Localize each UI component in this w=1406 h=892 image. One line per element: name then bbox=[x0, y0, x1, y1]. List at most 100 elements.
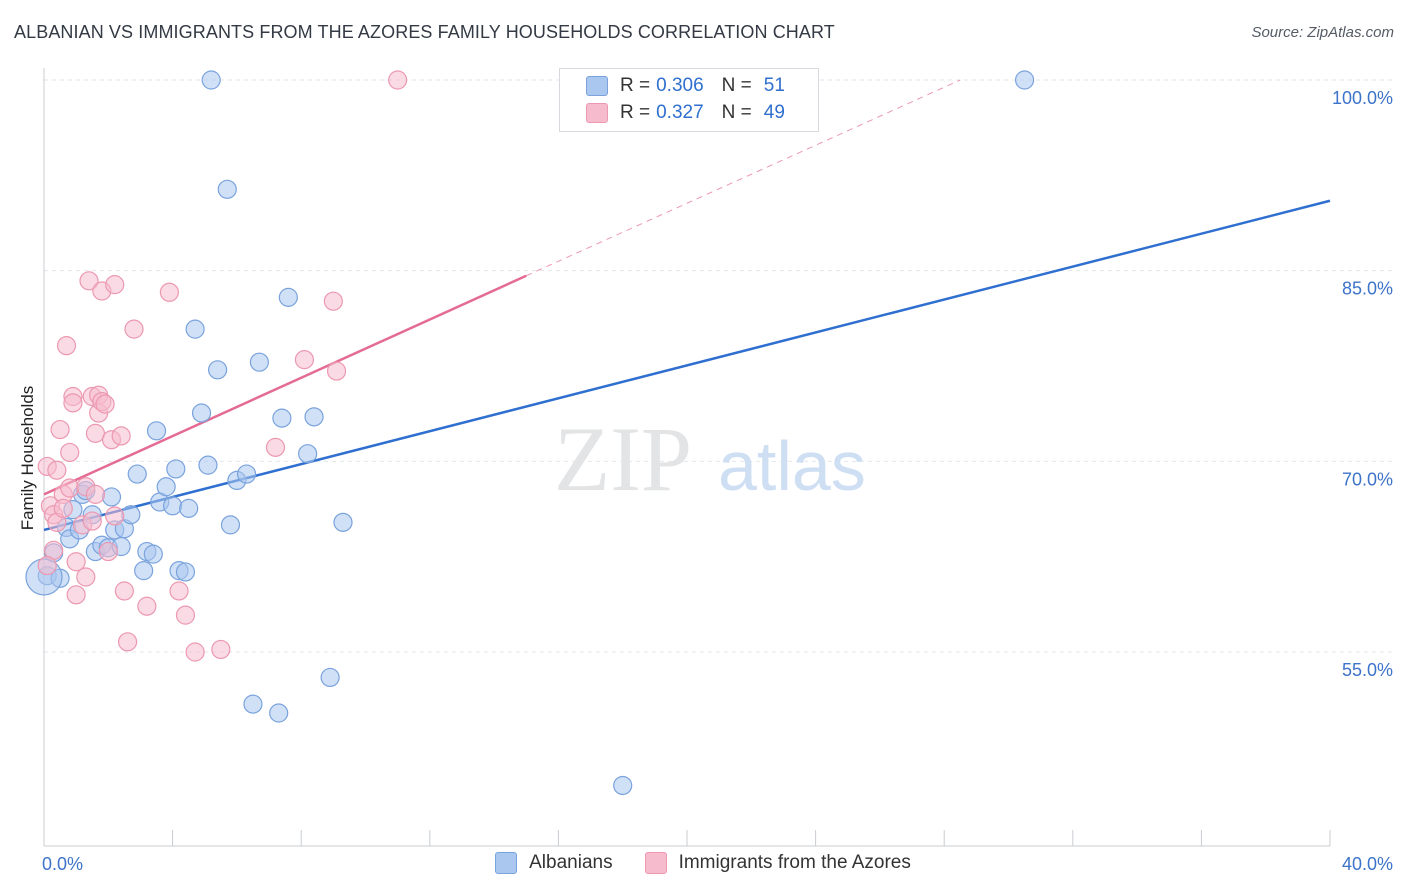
gridlines bbox=[44, 79, 1395, 653]
albanians-point bbox=[217, 179, 237, 199]
albanians-point bbox=[121, 505, 141, 525]
azores-point bbox=[323, 291, 343, 311]
albanians-point bbox=[127, 464, 147, 484]
azores-point bbox=[95, 394, 115, 414]
y-tick-label: 100.0% bbox=[1332, 88, 1393, 108]
azores-point bbox=[60, 478, 80, 498]
series-legend: Albanians Immigrants from the Azores bbox=[0, 852, 1406, 874]
azores-point bbox=[63, 393, 83, 413]
albanians-point bbox=[101, 487, 122, 507]
azores-point bbox=[98, 541, 118, 562]
correlation-legend: R = 0.306 N = 51 R = 0.327 N = 49 bbox=[559, 68, 819, 132]
series-label-azores: Immigrants from the Azores bbox=[678, 852, 911, 873]
azores-point bbox=[37, 555, 57, 576]
azores-point bbox=[56, 336, 77, 356]
azores-point bbox=[185, 642, 205, 662]
albanians-point bbox=[1014, 70, 1035, 90]
azores-point bbox=[47, 460, 67, 480]
azores-point bbox=[388, 70, 408, 90]
legend-row-azores: R = 0.327 N = 49 bbox=[586, 100, 785, 126]
legend-n-value: 51 bbox=[763, 75, 785, 96]
legend-swatch-pink bbox=[586, 103, 608, 123]
azores-point bbox=[175, 605, 196, 625]
azores-point bbox=[76, 567, 96, 587]
azores-point bbox=[53, 498, 73, 518]
albanians-point bbox=[185, 319, 205, 339]
series-legend-azores[interactable]: Immigrants from the Azores bbox=[644, 852, 911, 874]
azores-point bbox=[211, 639, 231, 660]
albanians-point bbox=[613, 775, 633, 796]
albanians-point bbox=[143, 544, 163, 564]
azores-trend-line bbox=[43, 274, 527, 496]
albanians-trend-line bbox=[43, 199, 1331, 532]
albanians-point bbox=[166, 459, 186, 479]
azores-point bbox=[79, 271, 99, 291]
albanians-point bbox=[191, 403, 212, 423]
albanians-point bbox=[220, 515, 241, 535]
source-credit: Source: ZipAtlas.com bbox=[1251, 24, 1394, 41]
legend-row-albanians: R = 0.306 N = 51 bbox=[586, 73, 785, 99]
albanians-point bbox=[272, 408, 292, 428]
azores-point bbox=[105, 506, 125, 526]
albanians-point bbox=[198, 455, 218, 475]
watermark: ZIP atlas bbox=[554, 408, 866, 510]
legend-r-value: 0.306 bbox=[656, 75, 704, 96]
legend-n-label: N = bbox=[721, 75, 752, 96]
albanians-point bbox=[304, 407, 324, 427]
legend-swatch-blue bbox=[586, 76, 608, 96]
albanians-point bbox=[134, 561, 154, 581]
axes bbox=[43, 68, 1331, 847]
legend-n-label: N = bbox=[721, 102, 752, 123]
y-tick-label: 70.0% bbox=[1342, 469, 1393, 489]
albanians-point bbox=[201, 70, 221, 90]
chart-title: ALBANIAN VS IMMIGRANTS FROM THE AZORES F… bbox=[14, 22, 835, 42]
azores-point bbox=[294, 350, 315, 370]
series-swatch-blue bbox=[495, 852, 518, 874]
albanians-point bbox=[278, 287, 298, 307]
azores-point bbox=[265, 437, 286, 457]
azores-point bbox=[117, 632, 138, 652]
azores-point bbox=[114, 581, 134, 601]
albanians-point bbox=[156, 477, 176, 497]
series-swatch-pink bbox=[644, 852, 667, 874]
azores-point bbox=[85, 423, 106, 443]
data-points bbox=[25, 70, 1035, 796]
azores-point bbox=[60, 442, 80, 463]
x-tick-label: 0.0% bbox=[42, 854, 83, 874]
y-tick-label: 85.0% bbox=[1342, 279, 1393, 299]
albanians-point bbox=[243, 694, 263, 714]
albanians-point bbox=[208, 360, 228, 380]
azores-point bbox=[124, 319, 144, 339]
albanians-point bbox=[333, 512, 353, 532]
azores-point bbox=[82, 511, 102, 531]
azores-point bbox=[111, 426, 131, 446]
series-legend-albanians[interactable]: Albanians bbox=[495, 852, 613, 874]
albanians-point bbox=[298, 444, 318, 464]
azores-point bbox=[137, 596, 157, 616]
legend-r-label: R = bbox=[620, 75, 651, 96]
azores-point bbox=[169, 581, 189, 601]
y-tick-label: 55.0% bbox=[1342, 660, 1393, 680]
azores-point bbox=[105, 275, 125, 295]
azores-trend-extension bbox=[526, 79, 961, 277]
azores-point bbox=[85, 484, 106, 504]
series-label-albanians: Albanians bbox=[529, 852, 613, 873]
azores-point bbox=[66, 585, 86, 605]
trend-lines bbox=[43, 79, 1331, 532]
azores-point bbox=[66, 552, 86, 572]
x-tick-label: 40.0% bbox=[1342, 854, 1393, 874]
legend-r-label: R = bbox=[620, 102, 651, 123]
albanians-point bbox=[269, 703, 289, 723]
azores-point bbox=[159, 282, 179, 302]
albanians-point bbox=[179, 498, 199, 518]
albanians-point bbox=[320, 667, 340, 688]
legend-r-value: 0.327 bbox=[656, 102, 704, 123]
azores-point bbox=[50, 419, 70, 440]
tick-labels: 55.0% 70.0% 85.0% 100.0% 0.0% 40.0% bbox=[42, 88, 1393, 874]
albanians-point bbox=[146, 421, 167, 441]
albanians-point bbox=[163, 496, 183, 516]
watermark-zip: ZIP bbox=[554, 408, 692, 510]
albanians-point bbox=[249, 352, 270, 372]
azores-point bbox=[326, 361, 347, 381]
